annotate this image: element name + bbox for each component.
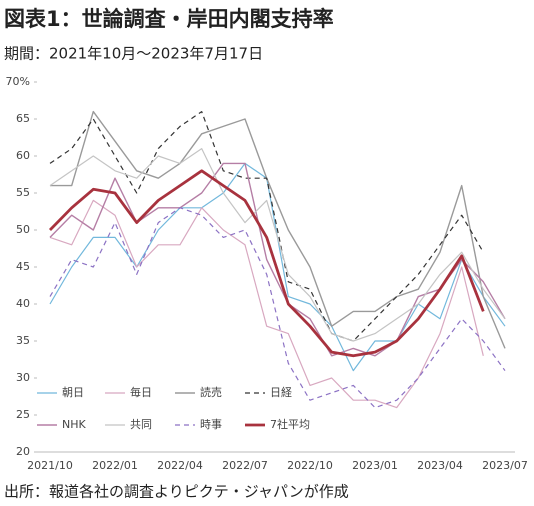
legend-label: 時事 <box>200 418 222 431</box>
series-line <box>49 207 506 409</box>
x-tick-label: 2023/01 <box>352 459 398 472</box>
y-tick-label: 45 <box>16 260 30 273</box>
series-line <box>50 110 506 349</box>
legend-label: 朝日 <box>62 386 84 399</box>
y-tick-label: 55 <box>16 186 30 199</box>
legend-label: 毎日 <box>130 386 152 399</box>
series-line <box>49 148 506 342</box>
series-line <box>49 199 484 409</box>
x-tick-label: 2022/04 <box>157 459 203 472</box>
y-tick-label: 30 <box>16 371 30 384</box>
legend-label: NHK <box>62 418 87 431</box>
x-tick-label: 2023/07 <box>482 459 528 472</box>
series-line <box>49 111 484 342</box>
x-tick-label: 2021/10 <box>27 459 73 472</box>
x-tick-label: 2022/07 <box>222 459 268 472</box>
legend-label: 読売 <box>200 385 222 399</box>
legend-label: 日経 <box>270 386 292 399</box>
y-tick-label: 20 <box>16 445 30 458</box>
y-tick-label: 70% <box>6 75 30 88</box>
series-line <box>48 169 485 358</box>
chart-title: 図表1：世論調査・岸田内閣支持率 <box>4 7 334 31</box>
legend-label: 共同 <box>130 418 152 431</box>
x-tick-label: 2022/10 <box>287 459 333 472</box>
x-tick-label: 2022/01 <box>92 459 138 472</box>
y-tick-label: 65 <box>16 112 30 125</box>
y-tick-label: 40 <box>16 297 30 310</box>
x-tick-label: 2023/04 <box>417 459 463 472</box>
series-line <box>49 162 506 357</box>
chart-source: 出所：報道各社の調査よりピクテ・ジャパンが作成 <box>4 483 349 501</box>
y-tick-label: 60 <box>16 149 30 162</box>
chart-subtitle: 期間：2021年10月～2023年7月17日 <box>4 45 263 63</box>
y-tick-label: 25 <box>16 408 30 421</box>
legend-label: 7社平均 <box>270 417 310 431</box>
y-tick-label: 50 <box>16 223 30 236</box>
y-tick-label: 35 <box>16 334 30 347</box>
